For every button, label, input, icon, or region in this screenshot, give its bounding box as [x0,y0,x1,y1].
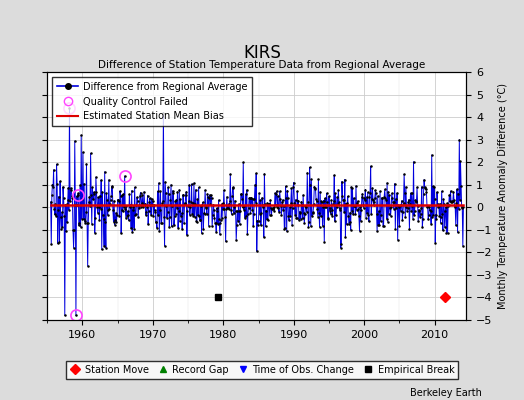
Text: Berkeley Earth: Berkeley Earth [410,388,482,398]
Text: Difference of Station Temperature Data from Regional Average: Difference of Station Temperature Data f… [99,60,425,70]
Text: KIRS: KIRS [243,44,281,62]
Legend: Difference from Regional Average, Quality Control Failed, Estimated Station Mean: Difference from Regional Average, Qualit… [52,77,253,126]
Legend: Station Move, Record Gap, Time of Obs. Change, Empirical Break: Station Move, Record Gap, Time of Obs. C… [66,361,458,379]
Y-axis label: Monthly Temperature Anomaly Difference (°C): Monthly Temperature Anomaly Difference (… [498,83,508,309]
